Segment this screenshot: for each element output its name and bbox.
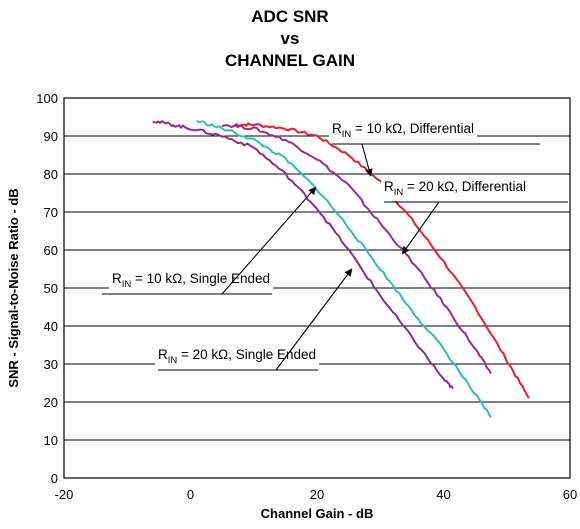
annotation-backdrop bbox=[155, 346, 320, 369]
x-tick-label: 20 bbox=[310, 487, 324, 502]
x-tick-label: 0 bbox=[187, 487, 194, 502]
annotation-backdrop bbox=[381, 178, 530, 201]
annotation-4: RIN = 20 kΩ, Single Ended bbox=[155, 268, 353, 371]
y-tick-label: 50 bbox=[44, 281, 58, 296]
annotation-backdrop bbox=[329, 120, 478, 143]
y-tick-label: 0 bbox=[51, 471, 58, 486]
annotation-arrow bbox=[401, 201, 440, 255]
series-line-2 bbox=[221, 124, 492, 374]
annotation-3: RIN = 10 kΩ, Single Ended bbox=[102, 186, 317, 295]
annotation-label: RIN = 10 kΩ, Single Ended bbox=[112, 271, 270, 290]
annotation-label: RIN = 10 kΩ, Differential bbox=[332, 121, 474, 140]
x-axis-label: Channel Gain - dB bbox=[261, 506, 374, 521]
y-tick-label: 60 bbox=[44, 243, 58, 258]
y-tick-label: 90 bbox=[44, 129, 58, 144]
annotation-arrow bbox=[221, 186, 317, 295]
y-tick-label: 10 bbox=[44, 433, 58, 448]
chart-title-line-1: ADC SNR bbox=[251, 7, 329, 26]
y-tick-label: 100 bbox=[36, 91, 58, 106]
annotation-1: RIN = 10 kΩ, Differential bbox=[329, 120, 540, 177]
series-line-1 bbox=[234, 122, 530, 399]
plot-frame bbox=[63, 97, 571, 479]
annotations: RIN = 10 kΩ, Differential RIN = 20 kΩ, Di… bbox=[102, 120, 568, 371]
series-line-3 bbox=[196, 119, 492, 418]
y-tick-label: 40 bbox=[44, 319, 58, 334]
y-tick-label: 70 bbox=[44, 205, 58, 220]
y-tick-label: 30 bbox=[44, 357, 58, 372]
x-tick-label: 60 bbox=[563, 487, 577, 502]
annotation-arrow bbox=[275, 268, 353, 371]
chart-title-line-2: vs bbox=[280, 29, 300, 48]
x-tick-label: -20 bbox=[55, 487, 74, 502]
y-tick-label: 20 bbox=[44, 395, 58, 410]
series-line-4 bbox=[152, 120, 454, 390]
annotation-label: RIN = 20 kΩ, Single Ended bbox=[158, 347, 316, 366]
annotation-2: RIN = 20 kΩ, Differential bbox=[381, 178, 568, 255]
x-tick-label: 40 bbox=[436, 487, 450, 502]
annotation-backdrop bbox=[109, 270, 274, 293]
annotation-label: RIN = 20 kΩ, Differential bbox=[384, 179, 526, 198]
chart-title-line-3: CHANNEL GAIN bbox=[224, 51, 356, 70]
annotation-arrow bbox=[361, 143, 373, 177]
y-tick-label: 80 bbox=[44, 167, 58, 182]
y-axis-label: SNR - Signal-to-Noise Ratio - dB bbox=[6, 188, 21, 387]
data-curves bbox=[152, 119, 530, 418]
